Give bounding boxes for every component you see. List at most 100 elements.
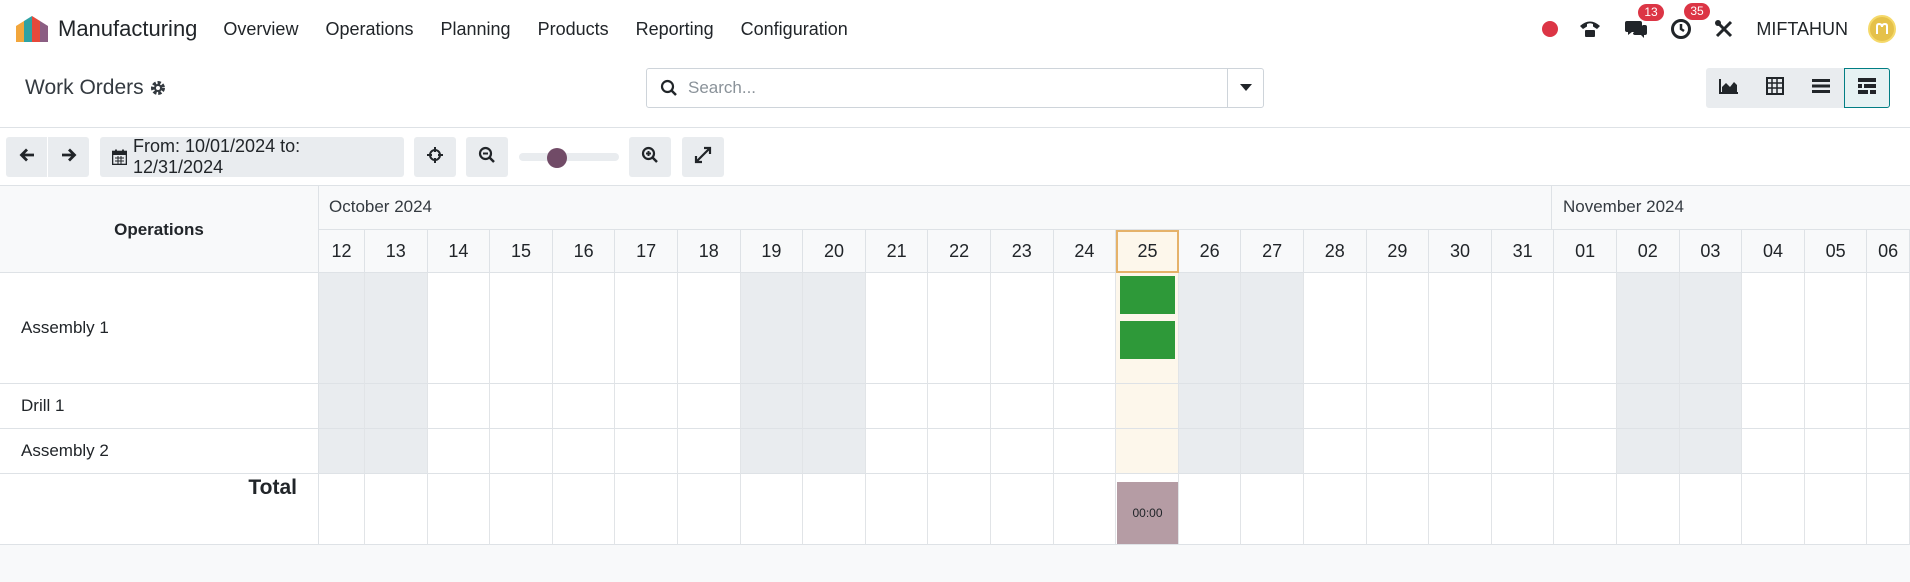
gantt-cell[interactable] [1742, 384, 1805, 429]
search-input[interactable] [688, 78, 1227, 98]
gantt-cell[interactable] [1116, 429, 1179, 474]
gantt-cell[interactable] [1804, 384, 1868, 429]
gantt-cell[interactable] [1178, 273, 1242, 384]
gantt-cell[interactable] [928, 384, 991, 429]
zoom-in-button[interactable] [629, 137, 671, 177]
gantt-cell[interactable] [678, 429, 741, 474]
gantt-cell[interactable] [1742, 429, 1805, 474]
gantt-cell[interactable] [1366, 384, 1430, 429]
pivot-view-button[interactable] [1752, 68, 1798, 108]
gantt-cell[interactable] [678, 273, 741, 384]
gantt-cell[interactable] [1178, 429, 1242, 474]
gantt-cell[interactable] [1804, 429, 1868, 474]
gantt-cell[interactable] [1617, 429, 1680, 474]
gantt-cell[interactable] [1554, 429, 1617, 474]
row-label-assembly-2[interactable]: Assembly 2 [0, 429, 319, 474]
zoom-slider[interactable] [519, 148, 619, 168]
menu-configuration[interactable]: Configuration [740, 18, 848, 39]
gantt-cell[interactable] [865, 429, 929, 474]
gantt-cell[interactable] [615, 273, 678, 384]
row-label-drill-1[interactable]: Drill 1 [0, 384, 319, 429]
gantt-cell[interactable] [490, 429, 553, 474]
menu-products[interactable]: Products [537, 18, 609, 39]
work-order-pill[interactable] [1120, 321, 1175, 359]
gantt-cell[interactable] [427, 273, 491, 384]
user-avatar[interactable] [1868, 15, 1896, 43]
gantt-cell[interactable] [991, 384, 1054, 429]
gantt-cell[interactable] [1679, 273, 1743, 384]
gantt-cell[interactable] [319, 384, 365, 429]
gantt-cell[interactable] [865, 384, 929, 429]
gantt-cell[interactable] [1554, 384, 1617, 429]
gantt-cell[interactable] [552, 273, 616, 384]
menu-operations[interactable]: Operations [325, 18, 414, 39]
gantt-cell[interactable] [803, 384, 866, 429]
gantt-cell[interactable] [1304, 384, 1367, 429]
gantt-cell[interactable] [991, 273, 1054, 384]
gantt-cell[interactable] [1366, 273, 1430, 384]
gantt-cell[interactable] [490, 384, 553, 429]
gantt-cell[interactable] [1241, 429, 1304, 474]
gantt-cell[interactable] [1804, 273, 1868, 384]
gear-icon[interactable] [150, 80, 166, 96]
gantt-cell[interactable] [1679, 429, 1743, 474]
gantt-cell[interactable] [1491, 429, 1555, 474]
gantt-cell[interactable] [365, 273, 428, 384]
gantt-cell[interactable] [1867, 273, 1910, 384]
gantt-cell[interactable] [1116, 384, 1179, 429]
graph-view-button[interactable] [1706, 68, 1752, 108]
gantt-cell[interactable] [552, 384, 616, 429]
zoom-out-button[interactable] [466, 137, 508, 177]
menu-reporting[interactable]: Reporting [635, 18, 714, 39]
gantt-cell[interactable] [803, 273, 866, 384]
work-order-pill[interactable] [1120, 276, 1175, 314]
gantt-cell[interactable] [552, 429, 616, 474]
recording-status-icon[interactable] [1542, 21, 1559, 37]
gantt-cell[interactable] [615, 429, 678, 474]
gantt-cell[interactable] [1867, 429, 1910, 474]
gantt-cell[interactable] [1617, 384, 1680, 429]
app-brand[interactable]: Manufacturing [16, 16, 197, 42]
gantt-cell[interactable] [1617, 273, 1680, 384]
focus-today-button[interactable] [414, 137, 456, 177]
gantt-cell[interactable] [427, 384, 491, 429]
gantt-cell[interactable] [427, 429, 491, 474]
gantt-cell[interactable] [928, 429, 991, 474]
gantt-cell[interactable] [1554, 273, 1617, 384]
gantt-cell[interactable] [1366, 429, 1430, 474]
gantt-cell[interactable] [678, 384, 741, 429]
gantt-cell[interactable] [740, 384, 804, 429]
gantt-cell[interactable] [1304, 429, 1367, 474]
messages-icon[interactable]: 13 [1624, 4, 1664, 39]
debug-tools-icon[interactable] [1714, 19, 1734, 39]
gantt-cell[interactable] [1053, 273, 1117, 384]
gantt-cell[interactable] [928, 273, 991, 384]
search-options-toggle[interactable] [1227, 69, 1263, 107]
expand-button[interactable] [682, 137, 724, 177]
menu-planning[interactable]: Planning [440, 18, 511, 39]
previous-button[interactable] [6, 137, 47, 177]
gantt-cell[interactable] [1053, 429, 1117, 474]
gantt-cell[interactable] [865, 273, 929, 384]
gantt-cell[interactable] [1429, 273, 1492, 384]
gantt-cell[interactable] [1241, 273, 1304, 384]
gantt-cell[interactable] [365, 384, 428, 429]
gantt-cell[interactable] [1304, 273, 1367, 384]
gantt-cell[interactable] [319, 429, 365, 474]
gantt-cell[interactable] [615, 384, 678, 429]
gantt-cell[interactable] [1429, 429, 1492, 474]
zoom-slider-handle[interactable] [547, 148, 567, 168]
gantt-cell[interactable] [365, 429, 428, 474]
gantt-cell[interactable] [1679, 384, 1743, 429]
next-button[interactable] [48, 137, 89, 177]
gantt-cell[interactable] [1867, 384, 1910, 429]
menu-overview[interactable]: Overview [223, 18, 299, 39]
phone-icon[interactable] [1578, 19, 1602, 39]
gantt-view-button[interactable] [1844, 68, 1890, 108]
gantt-cell[interactable] [1429, 384, 1492, 429]
gantt-cell[interactable] [740, 273, 804, 384]
gantt-cell[interactable] [991, 429, 1054, 474]
date-range-button[interactable]: From: 10/01/2024 to: 12/31/2024 [100, 136, 404, 177]
gantt-cell[interactable] [803, 429, 866, 474]
activities-clock-icon[interactable]: 35 [1670, 3, 1710, 40]
